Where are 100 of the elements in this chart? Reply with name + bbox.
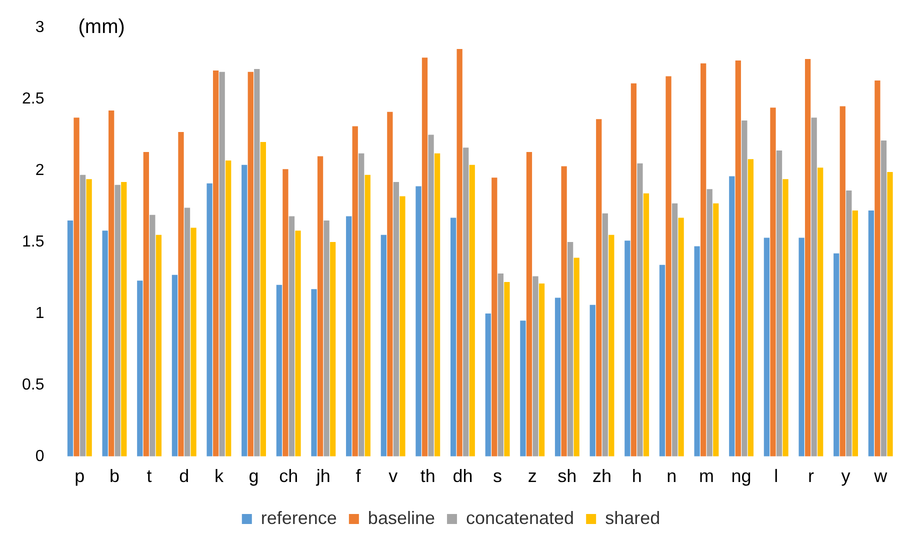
bar xyxy=(242,164,248,456)
bar xyxy=(190,228,196,456)
bar xyxy=(868,210,874,456)
bar xyxy=(590,304,596,456)
x-tick-label: zh xyxy=(592,466,612,486)
y-tick-label: 1 xyxy=(35,304,44,322)
bar xyxy=(630,83,637,456)
y-axis-title: (mm) xyxy=(78,16,125,38)
bar xyxy=(735,60,741,456)
x-tick-label: h xyxy=(632,466,642,486)
bar xyxy=(219,72,225,456)
x-tick-label: w xyxy=(873,466,888,486)
bar xyxy=(330,242,336,456)
bar xyxy=(282,169,288,456)
bar xyxy=(295,230,301,456)
bar xyxy=(184,208,190,456)
bar xyxy=(346,216,352,456)
bar xyxy=(811,118,817,456)
x-tick-label: d xyxy=(179,466,190,486)
bar xyxy=(150,214,156,456)
bar xyxy=(206,183,212,456)
bar xyxy=(463,148,469,456)
bar xyxy=(143,152,149,456)
bar xyxy=(434,153,440,456)
bar xyxy=(874,80,880,456)
bar xyxy=(700,63,706,456)
x-tick-label: s xyxy=(493,466,502,486)
x-tick-label: g xyxy=(248,466,259,486)
bar xyxy=(694,246,700,456)
bar xyxy=(567,242,574,456)
bar xyxy=(172,274,178,456)
bar xyxy=(260,142,266,456)
bar xyxy=(288,216,295,456)
x-tick-label: r xyxy=(808,466,814,486)
bar xyxy=(212,70,219,456)
x-tick-label: dh xyxy=(452,466,473,486)
bar xyxy=(659,264,666,456)
x-tick-label: sh xyxy=(558,466,577,486)
bar xyxy=(450,218,456,456)
bar xyxy=(852,210,858,456)
bar xyxy=(178,132,184,456)
bar xyxy=(608,234,614,456)
bar xyxy=(67,220,74,456)
bar xyxy=(561,166,567,456)
bar xyxy=(358,153,364,456)
bar xyxy=(276,284,282,456)
bar xyxy=(538,283,545,456)
bar xyxy=(324,220,330,456)
bar xyxy=(706,189,712,456)
x-tick-label: k xyxy=(214,466,224,486)
bar xyxy=(678,218,684,456)
bar xyxy=(498,273,504,456)
legend-label: shared xyxy=(605,508,660,528)
bar xyxy=(504,282,510,456)
y-tick-label: 1.5 xyxy=(22,233,44,250)
bar xyxy=(742,120,748,456)
bar xyxy=(311,289,317,456)
bar xyxy=(400,196,406,456)
bar xyxy=(456,49,462,456)
bar xyxy=(887,172,893,456)
bar xyxy=(317,156,324,456)
x-tick-label: y xyxy=(841,466,850,486)
bar xyxy=(428,134,434,456)
bar xyxy=(352,126,358,456)
x-tick-label: v xyxy=(388,466,398,486)
bar xyxy=(156,234,162,456)
bar xyxy=(770,108,776,456)
bar xyxy=(554,298,561,456)
y-tick-label: 2.5 xyxy=(22,90,44,108)
legend-label: concatenated xyxy=(466,508,574,528)
bar xyxy=(108,110,114,456)
x-tick-label: b xyxy=(109,466,120,486)
bar xyxy=(637,163,643,456)
x-tick-label: p xyxy=(74,466,85,486)
bar xyxy=(422,58,428,456)
legend-label: reference xyxy=(260,508,337,528)
bar xyxy=(818,168,824,456)
bar xyxy=(840,106,846,456)
bar xyxy=(846,190,852,456)
legend-label: baseline xyxy=(368,508,435,528)
bar xyxy=(672,203,678,456)
bar xyxy=(526,152,532,456)
bar xyxy=(364,174,370,456)
bar xyxy=(74,118,80,456)
bar xyxy=(748,159,754,456)
x-tick-label: l xyxy=(774,466,778,486)
y-tick-label: 2 xyxy=(35,162,44,179)
bar xyxy=(469,164,475,456)
bar xyxy=(226,160,232,456)
bar xyxy=(121,182,127,456)
bar xyxy=(380,234,386,456)
x-tick-label: t xyxy=(146,466,152,486)
bar xyxy=(713,203,719,456)
bar xyxy=(485,313,491,456)
x-tick-label: th xyxy=(420,466,436,486)
bar xyxy=(492,178,498,456)
bar xyxy=(602,213,608,456)
bar xyxy=(880,140,887,456)
bar xyxy=(776,150,782,456)
y-tick-label: 3 xyxy=(35,19,44,36)
